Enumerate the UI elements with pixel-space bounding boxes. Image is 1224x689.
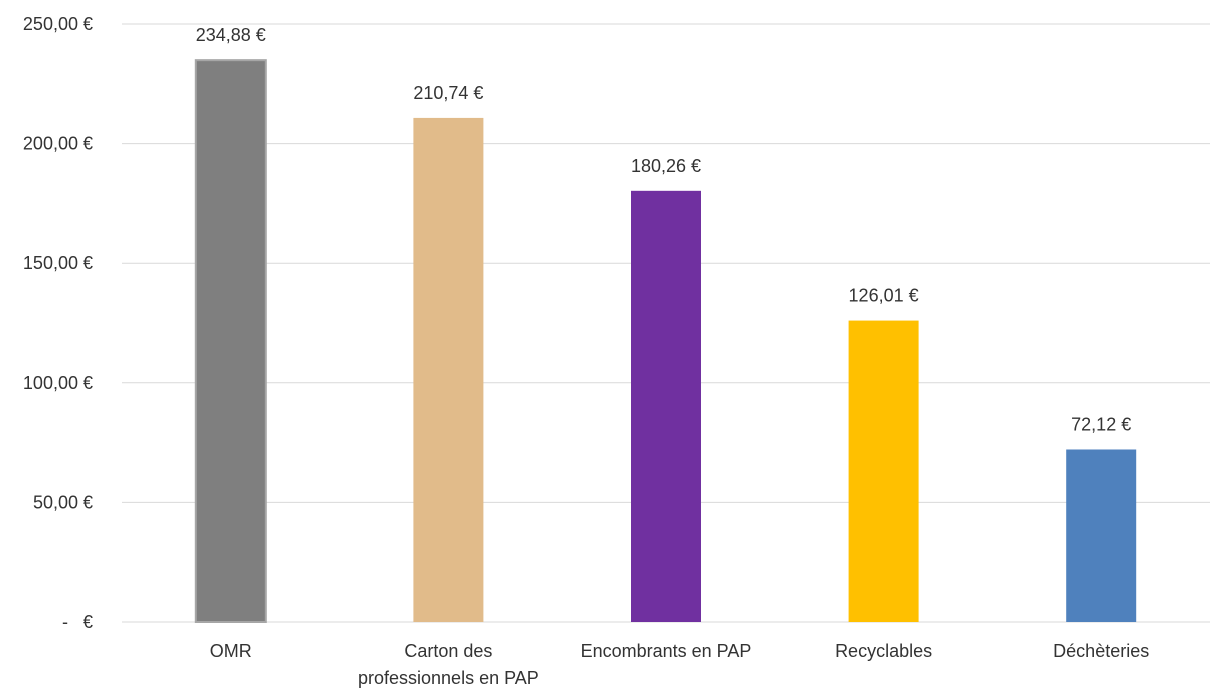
x-category-label: OMR — [210, 641, 252, 661]
data-label: 72,12 € — [1071, 414, 1131, 434]
data-label: 210,74 € — [413, 83, 483, 103]
y-tick-label: 200,00 € — [23, 134, 93, 154]
x-category-label: Encombrants en PAP — [581, 641, 752, 661]
bars — [194, 59, 1137, 623]
y-tick-label: - € — [62, 612, 93, 632]
y-tick-label: 100,00 € — [23, 373, 93, 393]
data-label: 126,01 € — [849, 286, 919, 306]
data-label: 234,88 € — [196, 25, 266, 45]
bar — [1066, 449, 1137, 622]
bar — [848, 320, 919, 622]
data-label: 180,26 € — [631, 156, 701, 176]
bar — [413, 117, 484, 623]
x-category-label: Carton des — [404, 641, 492, 661]
x-category-label: professionnels en PAP — [358, 668, 539, 688]
data-labels: 234,88 € 210,74 € 180,26 € 126,01 € 72,12 € — [196, 25, 1131, 434]
x-category-label: Déchèteries — [1053, 641, 1149, 661]
bar — [194, 59, 267, 623]
y-tick-label: 150,00 € — [23, 253, 93, 273]
x-category-label: Recyclables — [835, 641, 932, 661]
y-tick-label: 50,00 € — [33, 492, 93, 512]
y-axis-tick-labels: - € 50,00 € 100,00 € 150,00 € 200,00 € 250,00… — [23, 14, 93, 632]
bar — [631, 190, 701, 622]
y-tick-label: 250,00 € — [23, 14, 93, 34]
x-axis-category-labels: OMR Carton des professionnels en PAP Encomb… — [210, 641, 1149, 688]
